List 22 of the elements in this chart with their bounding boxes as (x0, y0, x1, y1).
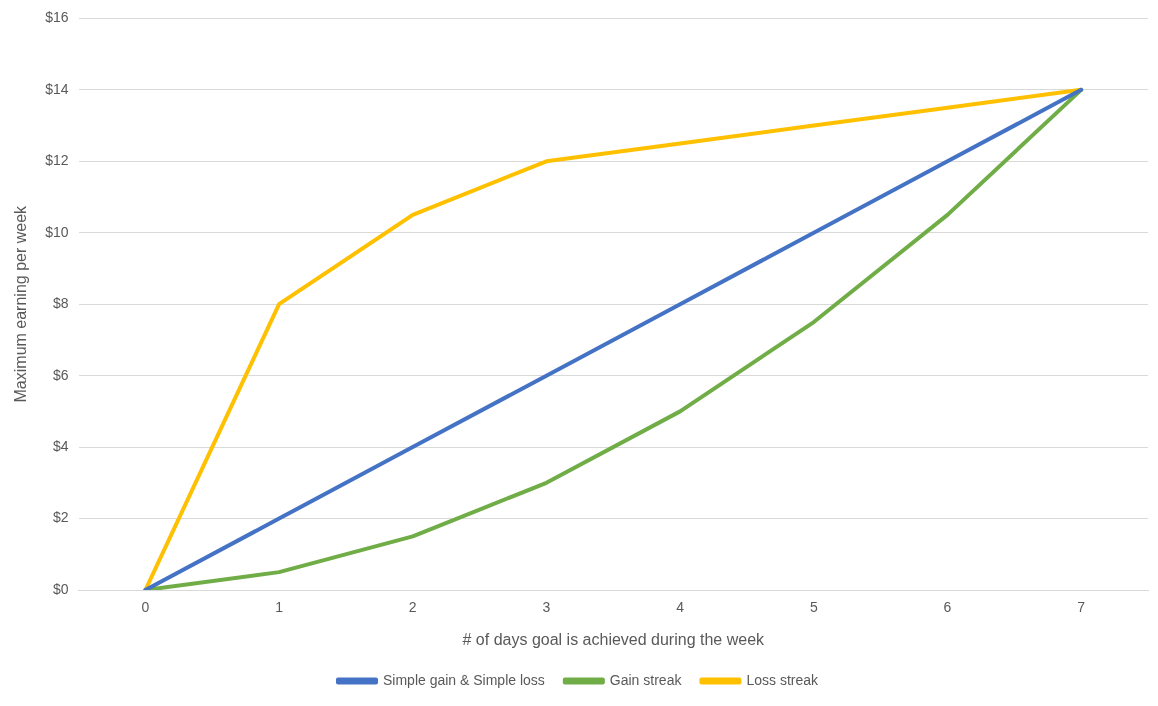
x-tick-label: 6 (943, 599, 952, 616)
x-tick-label: 5 (809, 599, 818, 616)
y-axis-title: Maximum earning per week (12, 204, 30, 403)
x-tick-label: 3 (542, 599, 551, 616)
x-tick-label: 1 (275, 599, 284, 616)
x-tick-label: 4 (676, 599, 685, 616)
y-tick-label: $12 (45, 152, 69, 169)
y-tick-label: $0 (52, 580, 69, 597)
x-tick-label: 0 (141, 599, 150, 616)
legend-label: Loss streak (746, 671, 820, 688)
y-tick-label: $6 (52, 366, 69, 383)
y-tick-label: $10 (45, 223, 69, 240)
x-tick-label: 7 (1077, 599, 1086, 616)
x-tick-label: 2 (408, 599, 417, 616)
y-tick-label: $8 (52, 295, 69, 312)
legend-label: Gain streak (609, 671, 683, 688)
y-tick-label: $16 (45, 9, 69, 26)
x-axis-title: # of days goal is achieved during the week (462, 630, 766, 648)
y-tick-label: $4 (52, 437, 69, 454)
y-tick-label: $14 (45, 80, 69, 97)
legend-label: Simple gain & Simple loss (382, 671, 545, 688)
y-tick-label: $2 (52, 509, 69, 526)
